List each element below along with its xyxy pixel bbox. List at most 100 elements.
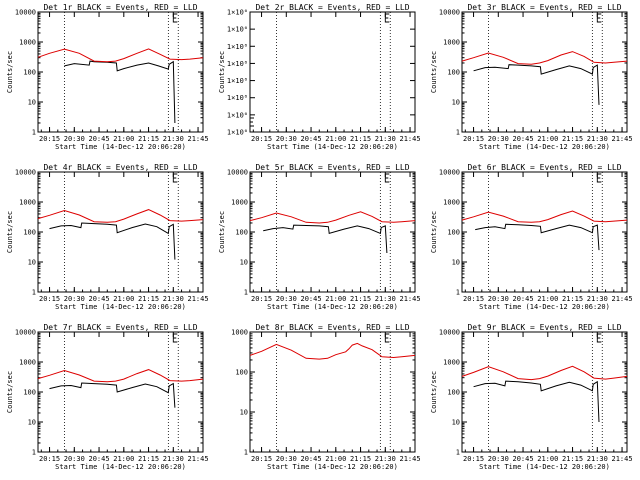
x-tick-label: 21:45 — [188, 135, 209, 143]
x-tick-label: 21:15 — [562, 295, 583, 303]
x-tick-label: 21:15 — [562, 455, 583, 463]
x-tick-label: 20:15 — [39, 135, 60, 143]
x-tick-label: 21:15 — [350, 295, 371, 303]
x-tick-label: 21:00 — [113, 455, 134, 463]
x-tick-label: 21:45 — [400, 455, 421, 463]
y-tick-label: 100 — [235, 229, 248, 237]
x-tick-label: 20:45 — [301, 455, 322, 463]
panel-det-7: Det 7r BLACK = Events, RED = LLD 1 10 100 10… — [6, 323, 209, 471]
x-tick-label: 20:45 — [89, 295, 110, 303]
x-tick-label: 21:30 — [587, 455, 608, 463]
x-tick-label: 20:30 — [488, 135, 509, 143]
panel-title: Det 5r BLACK = Events, RED = LLD — [255, 163, 409, 172]
y-tick-label: 1 — [244, 289, 248, 297]
x-tick-label: 20:45 — [513, 455, 534, 463]
panel-det-5: Det 5r BLACK = Events, RED = LLD 1 10 100 10… — [218, 163, 421, 311]
x-tick-label: 21:15 — [350, 135, 371, 143]
panel-det-6: Det 6r BLACK = Events, RED = LLD 1 10 100 10… — [430, 163, 633, 311]
series-events-line — [263, 224, 388, 254]
x-tick-label: 20:45 — [89, 455, 110, 463]
x-tick-label: 21:30 — [375, 295, 396, 303]
x-tick-label: 21:00 — [325, 295, 346, 303]
series-events-line — [473, 380, 600, 423]
y-tick-label: 10 — [452, 419, 460, 427]
bracket-marker — [596, 333, 602, 343]
y-tick-label: 10000 — [227, 169, 248, 177]
x-tick-label: 20:30 — [488, 455, 509, 463]
y-tick-label: 10 — [28, 259, 36, 267]
series-lld-line — [37, 48, 204, 63]
panel-det-4: Det 4r BLACK = Events, RED = LLD 1 10 100 10… — [6, 163, 209, 311]
y-tick-label: 1000 — [231, 329, 248, 337]
x-tick-label: 20:45 — [513, 295, 534, 303]
x-tick-label: 21:15 — [138, 455, 159, 463]
panel-title: Det 7r BLACK = Events, RED = LLD — [43, 323, 197, 332]
y-tick-label: 1 — [456, 449, 460, 457]
series-events-line — [64, 60, 176, 124]
plot-frame — [249, 11, 416, 133]
x-axis-label: Start Time (14-Dec-12 20:06:20) — [55, 143, 186, 151]
x-tick-label: 20:30 — [276, 295, 297, 303]
y-tick-label: 1000 — [19, 199, 36, 207]
y-axis-label: Counts/sec — [6, 211, 14, 253]
y-tick-label: 10 — [240, 409, 248, 417]
x-tick-label: 21:00 — [537, 455, 558, 463]
x-tick-label: 21:30 — [375, 135, 396, 143]
series-lld-line — [37, 369, 204, 383]
x-tick-label: 21:45 — [400, 135, 421, 143]
panel-det-9: Det 9r BLACK = Events, RED = LLD 1 10 100 10… — [430, 323, 633, 471]
x-tick-label: 20:15 — [39, 455, 60, 463]
y-tick-label: 1000 — [231, 199, 248, 207]
x-tick-label: 21:30 — [375, 455, 396, 463]
x-tick-label: 21:00 — [537, 135, 558, 143]
y-tick-label: 10 — [28, 419, 36, 427]
x-tick-label: 21:45 — [188, 295, 209, 303]
y-tick-label: 1 — [456, 129, 460, 137]
y-tick-label: 1000 — [443, 359, 460, 367]
y-tick-label: 1×10⁰ — [227, 43, 248, 51]
y-tick-label: 1 — [244, 449, 248, 457]
x-tick-label: 20:15 — [39, 295, 60, 303]
x-tick-label: 20:15 — [251, 135, 272, 143]
y-tick-label: 10 — [452, 259, 460, 267]
x-axis-label: Start Time (14-Dec-12 20:06:20) — [267, 463, 398, 471]
x-tick-label: 20:15 — [463, 135, 484, 143]
x-tick-label: 20:30 — [64, 455, 85, 463]
panel-title: Det 2r BLACK = Events, RED = LLD — [255, 3, 409, 12]
x-axis-label: Start Time (14-Dec-12 20:06:20) — [479, 463, 610, 471]
y-tick-label: 1 — [456, 289, 460, 297]
x-tick-label: 21:15 — [138, 135, 159, 143]
x-tick-label: 21:00 — [113, 295, 134, 303]
y-tick-label: 1000 — [443, 39, 460, 47]
x-tick-label: 21:30 — [587, 295, 608, 303]
y-tick-label: 1000 — [443, 199, 460, 207]
panel-title: Det 1r BLACK = Events, RED = LLD — [43, 3, 197, 12]
series-events-line — [473, 64, 600, 105]
series-lld-line — [37, 209, 204, 223]
y-tick-label: 1×10⁰ — [227, 77, 248, 85]
y-tick-label: 1×10⁰ — [227, 94, 248, 102]
x-tick-label: 20:30 — [64, 135, 85, 143]
panel-det-8: Det 8r BLACK = Events, RED = LLD 1 10 100 10… — [231, 323, 420, 471]
y-tick-label: 10000 — [15, 9, 36, 17]
y-tick-label: 100 — [23, 389, 36, 397]
x-tick-label: 21:00 — [325, 455, 346, 463]
panel-det-3: Det 3r BLACK = Events, RED = LLD 1 10 100 10… — [430, 3, 633, 151]
y-tick-label: 100 — [23, 229, 36, 237]
y-tick-label: 10 — [452, 99, 460, 107]
series-events-line — [49, 382, 176, 408]
bracket-marker — [249, 117, 254, 127]
y-tick-label: 10000 — [15, 169, 36, 177]
series-events-line — [475, 223, 600, 251]
x-tick-label: 20:30 — [488, 295, 509, 303]
x-tick-label: 20:15 — [463, 295, 484, 303]
x-tick-label: 21:00 — [537, 295, 558, 303]
x-tick-label: 20:15 — [463, 455, 484, 463]
bracket-marker — [172, 13, 178, 23]
x-tick-label: 21:30 — [163, 135, 184, 143]
x-axis-label: Start Time (14-Dec-12 20:06:20) — [479, 303, 610, 311]
series-lld-line — [461, 210, 628, 223]
y-axis-label: Counts/sec — [6, 371, 14, 413]
y-tick-label: 1×10⁰ — [227, 60, 248, 68]
